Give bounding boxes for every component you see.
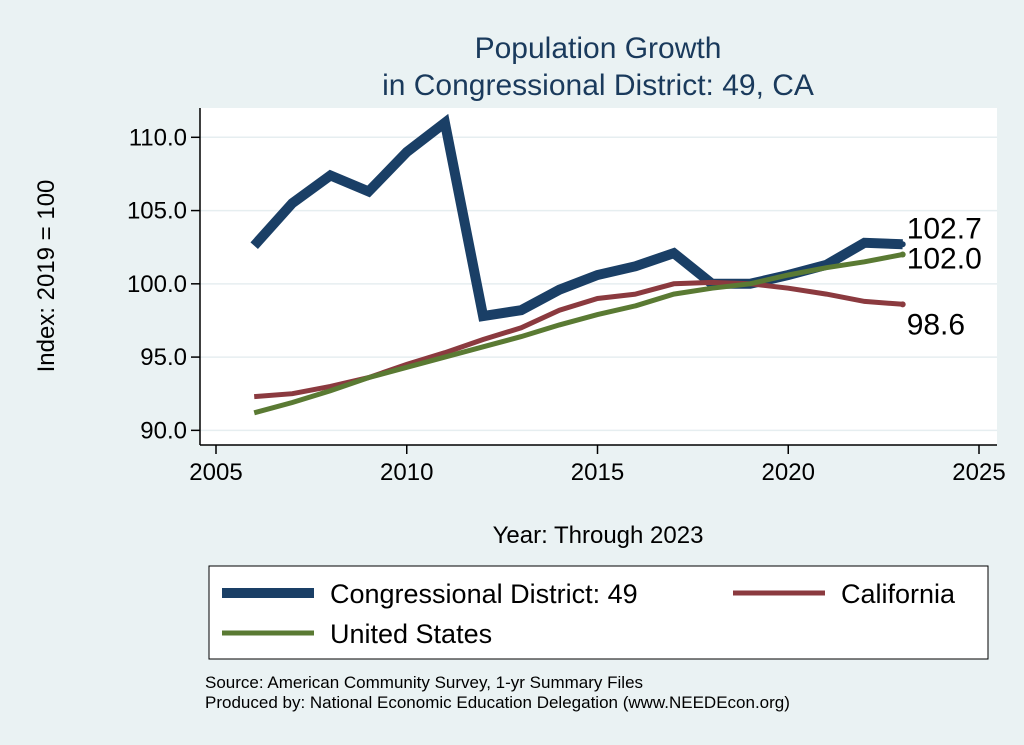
series-end-point-2 [899,251,906,258]
end-labels: 102.7 98.6 102.0 [907,212,982,341]
legend-label: California [841,579,956,609]
y-tick-label: 100.0 [127,271,187,298]
chart-subtitle: in Congressional District: 49, CA [382,69,814,102]
y-axis-title: Index: 2019 = 100 [33,180,60,373]
produced-by-note: Produced by: National Economic Education… [205,693,790,712]
end-value-label: 102.7 [907,212,982,245]
chart-title: Population Growth [475,32,722,65]
legend-label: Congressional District: 49 [330,579,638,609]
end-value-label: 102.0 [907,243,982,276]
x-axis-title: Year: Through 2023 [493,522,704,549]
series-line-2 [253,252,904,416]
x-tick-label: 2010 [380,459,433,486]
legend-label: United States [330,619,492,649]
legend: Congressional District: 49 California Unit… [222,579,956,649]
y-tick-label: 110.0 [129,124,187,151]
y-axis-ticks: 90.0 95.0 100.0 105.0 110.0 [127,124,200,444]
series-layer [250,113,906,416]
series-end-point-1 [899,301,906,308]
source-note: Source: American Community Survey, 1-yr … [205,673,643,692]
series-end-point-0 [899,241,906,248]
x-tick-label: 2020 [762,459,815,486]
y-tick-label: 90.0 [140,417,187,444]
end-value-label: 98.6 [907,308,965,341]
legend-box [208,565,989,660]
x-tick-label: 2025 [952,459,1005,486]
grid-lines [200,136,997,432]
y-tick-label: 95.0 [140,344,187,371]
x-tick-label: 2005 [189,459,242,486]
x-axis-ticks: 2005 2010 2015 2020 2025 [189,445,1006,486]
x-tick-label: 2015 [571,459,624,486]
y-tick-label: 105.0 [127,198,187,225]
